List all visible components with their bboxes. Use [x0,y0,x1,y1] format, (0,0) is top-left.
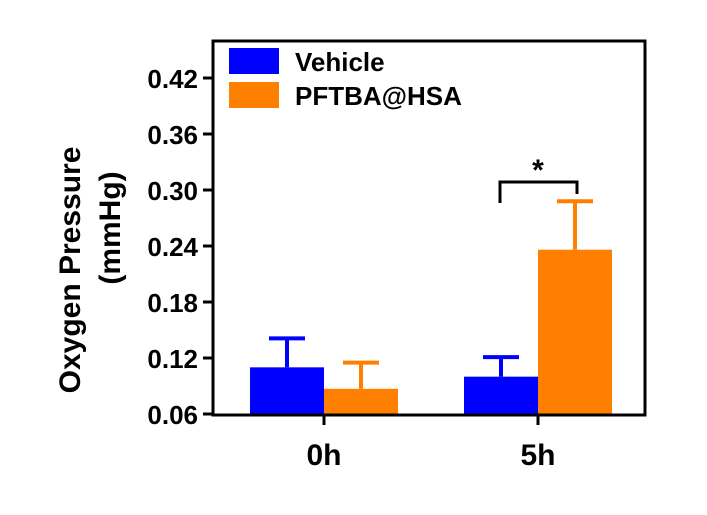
legend-label: PFTBA@HSA [295,81,462,111]
y-tick-label: 0.36 [147,120,198,150]
y-tick-label: 0.18 [147,288,198,318]
bar-vehicle-5h [464,376,538,415]
legend-label: Vehicle [295,47,385,77]
bar-pftbahsa-0h [324,388,398,415]
y-tick-label: 0.24 [147,232,198,262]
legend-swatch [229,48,279,74]
bar-vehicle-0h [250,367,324,415]
significance-bracket [498,180,579,203]
y-tick-label: 0.30 [147,176,198,206]
y-tick-label: 0.06 [147,400,198,430]
y-axis-label: Oxygen Pressure [54,147,87,394]
bar-pftbahsa-5h [538,249,612,415]
y-axis-units: (mmHg) [94,171,127,284]
y-tick-label: 0.42 [147,64,198,94]
plot-frame [211,39,647,417]
significance-star: * [532,154,544,187]
y-tick-label: 0.12 [147,344,198,374]
x-tick-label: 0h [306,439,341,472]
x-tick-label: 5h [520,439,555,472]
legend-swatch [229,82,279,108]
